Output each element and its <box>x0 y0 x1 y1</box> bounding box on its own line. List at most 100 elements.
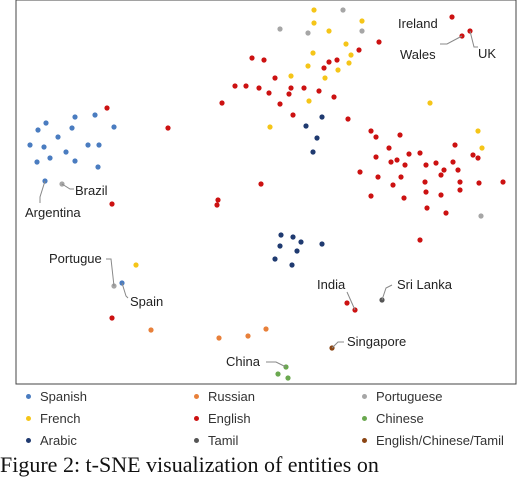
point-spanish <box>47 155 53 161</box>
legend-label: Russian <box>208 389 255 404</box>
point-french <box>335 67 341 73</box>
point-english <box>277 101 283 107</box>
legend-marker <box>26 416 31 421</box>
label-singapore: Singapore <box>347 334 406 349</box>
point-arabic <box>277 243 283 249</box>
point-spanish <box>111 124 117 130</box>
point-english <box>422 179 428 185</box>
point-arabic <box>303 123 309 129</box>
leader-spain <box>121 282 129 299</box>
point-english <box>258 181 264 187</box>
point-english <box>441 167 447 173</box>
point-english <box>261 57 267 63</box>
point-arabic <box>310 149 316 155</box>
legend-label: Arabic <box>40 433 77 448</box>
point-english <box>476 180 482 186</box>
point-arabic <box>294 248 300 254</box>
legend-label: English/Chinese/Tamil <box>376 433 504 448</box>
point-english <box>457 179 463 185</box>
point-french <box>322 75 328 81</box>
point-french <box>311 7 317 13</box>
label-china: China <box>226 354 261 369</box>
point-english <box>475 155 481 161</box>
label-uk: UK <box>478 46 496 61</box>
legend-item-chinese: Chinese <box>362 411 424 426</box>
point-french <box>475 128 481 134</box>
point-english <box>450 159 456 165</box>
point-french <box>427 100 433 106</box>
legend-label: Portuguese <box>376 389 443 404</box>
leader-uk <box>469 30 478 48</box>
point-english <box>345 116 351 122</box>
point-english <box>401 195 407 201</box>
point-french <box>288 73 294 79</box>
point-french <box>306 98 312 104</box>
point-spanish <box>55 134 61 140</box>
point-english <box>219 100 225 106</box>
point-english <box>417 150 423 156</box>
point-english <box>375 174 381 180</box>
point-french <box>479 145 485 151</box>
point-french <box>310 50 316 56</box>
legend-label: Tamil <box>208 433 239 448</box>
point-spanish <box>43 120 49 126</box>
legend-marker <box>362 416 367 421</box>
legend-item-tamil: Tamil <box>194 433 238 448</box>
point-russian <box>216 335 222 341</box>
figure-caption: Figure 2: t-SNE visualization of entitie… <box>0 452 379 477</box>
label-portugue: Portugue <box>49 251 102 266</box>
point-spanish <box>35 127 41 133</box>
point-russian <box>245 333 251 339</box>
point-english <box>455 167 461 173</box>
point-english <box>316 88 322 94</box>
annotation-labels: Ireland Wales UK Brazil Argentina Portug… <box>25 16 496 369</box>
point-arabic <box>314 135 320 141</box>
legend-marker <box>362 438 367 443</box>
point-portuguese <box>359 28 365 34</box>
point-spanish <box>96 142 102 148</box>
point-spanish <box>72 114 78 120</box>
point-english <box>406 151 412 157</box>
legend-item-english: English <box>194 411 251 426</box>
point-english <box>433 160 439 166</box>
point-english <box>398 174 404 180</box>
point-spanish <box>92 112 98 118</box>
legend-marker <box>194 416 199 421</box>
point-english <box>357 169 363 175</box>
point-english <box>165 125 171 131</box>
point-chinese <box>285 375 291 381</box>
label-brazil: Brazil <box>75 183 108 198</box>
label-india: India <box>317 277 346 292</box>
point-english <box>321 65 327 71</box>
point-english <box>331 94 337 100</box>
leader-srilanka <box>381 284 393 301</box>
point-english <box>438 192 444 198</box>
point-french <box>311 20 317 26</box>
point-english <box>417 237 423 243</box>
legend-marker <box>26 394 31 399</box>
points-layer <box>27 7 506 381</box>
leader-india <box>346 291 356 311</box>
point-english <box>394 157 400 163</box>
point-french <box>267 124 273 130</box>
point-french <box>326 28 332 34</box>
legend-marker <box>194 438 199 443</box>
label-ireland: Ireland <box>398 16 438 31</box>
point-english <box>243 83 249 89</box>
point-english <box>402 162 408 168</box>
point-arabic <box>290 234 296 240</box>
point-arabic <box>278 232 284 238</box>
point-russian <box>148 327 154 333</box>
leader-brazil <box>61 183 74 190</box>
label-wales: Wales <box>400 47 436 62</box>
legend-label: French <box>40 411 81 426</box>
point-arabic <box>272 256 278 262</box>
point-arabic <box>319 114 325 120</box>
leader-portugue <box>106 258 115 287</box>
label-argentina: Argentina <box>25 205 81 220</box>
point-english <box>388 159 394 165</box>
point-english <box>443 210 449 216</box>
point-english <box>344 300 350 306</box>
